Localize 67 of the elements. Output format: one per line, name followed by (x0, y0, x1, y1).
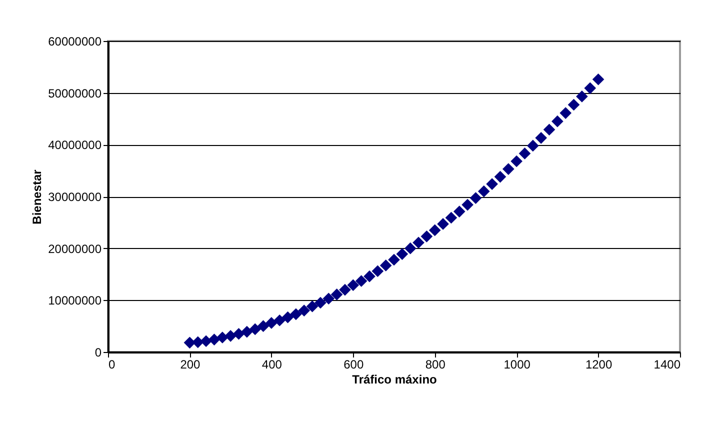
point (200, 335, 212, 348)
point (518, 148, 531, 160)
x-tick-label: 0 (108, 358, 116, 372)
x-tick-label: 600 (344, 358, 364, 372)
point (396, 248, 408, 260)
point (428, 224, 441, 236)
point (404, 242, 416, 254)
y-tick-label: 0 (94, 346, 102, 360)
point (502, 163, 514, 175)
x-tick-label: 1200 (585, 358, 612, 372)
point (470, 192, 482, 204)
point (266, 317, 278, 329)
point (462, 198, 474, 211)
point (224, 330, 236, 342)
point (420, 230, 433, 242)
point (552, 115, 564, 128)
point (257, 320, 270, 332)
point (347, 279, 360, 292)
point (290, 308, 302, 320)
point (486, 178, 498, 190)
point (372, 265, 384, 278)
x-tick-label: 1400 (654, 358, 681, 372)
point (322, 292, 335, 305)
point (453, 206, 466, 218)
y-axis-title: Bienestar (30, 169, 44, 224)
y-tick-label: 30000000 (48, 190, 102, 204)
point (560, 107, 572, 119)
point (298, 304, 310, 316)
point (388, 254, 400, 266)
point (412, 236, 424, 249)
point (380, 260, 392, 272)
point (592, 73, 604, 86)
x-tick-label: 800 (425, 358, 446, 372)
point (437, 218, 449, 230)
point (274, 314, 286, 326)
point (330, 288, 343, 300)
point (282, 311, 294, 324)
point (568, 98, 580, 111)
point (184, 336, 196, 349)
point (543, 124, 556, 136)
point (249, 323, 261, 336)
y-tick-label: 10000000 (48, 294, 102, 308)
point (216, 332, 228, 344)
point (494, 170, 506, 183)
point (527, 140, 539, 152)
point (314, 296, 326, 309)
point (364, 270, 376, 282)
point (445, 212, 458, 224)
y-tick-label: 50000000 (48, 86, 102, 100)
point (241, 326, 253, 338)
y-tick-label: 40000000 (48, 138, 102, 152)
point (339, 284, 351, 296)
point (232, 328, 245, 340)
point (535, 132, 547, 144)
y-tick-label: 20000000 (48, 242, 102, 256)
point (355, 275, 368, 287)
x-axis-title: Tráfico máxino (352, 372, 437, 386)
point (584, 82, 596, 94)
point (478, 185, 490, 198)
x-tick-label: 400 (262, 358, 282, 372)
point (208, 334, 220, 346)
y-tick-label: 60000000 (48, 34, 102, 48)
x-tick-label: 1000 (504, 358, 531, 372)
point (510, 155, 522, 168)
point (576, 90, 588, 102)
x-tick-label: 200 (180, 358, 201, 372)
point (306, 300, 318, 312)
